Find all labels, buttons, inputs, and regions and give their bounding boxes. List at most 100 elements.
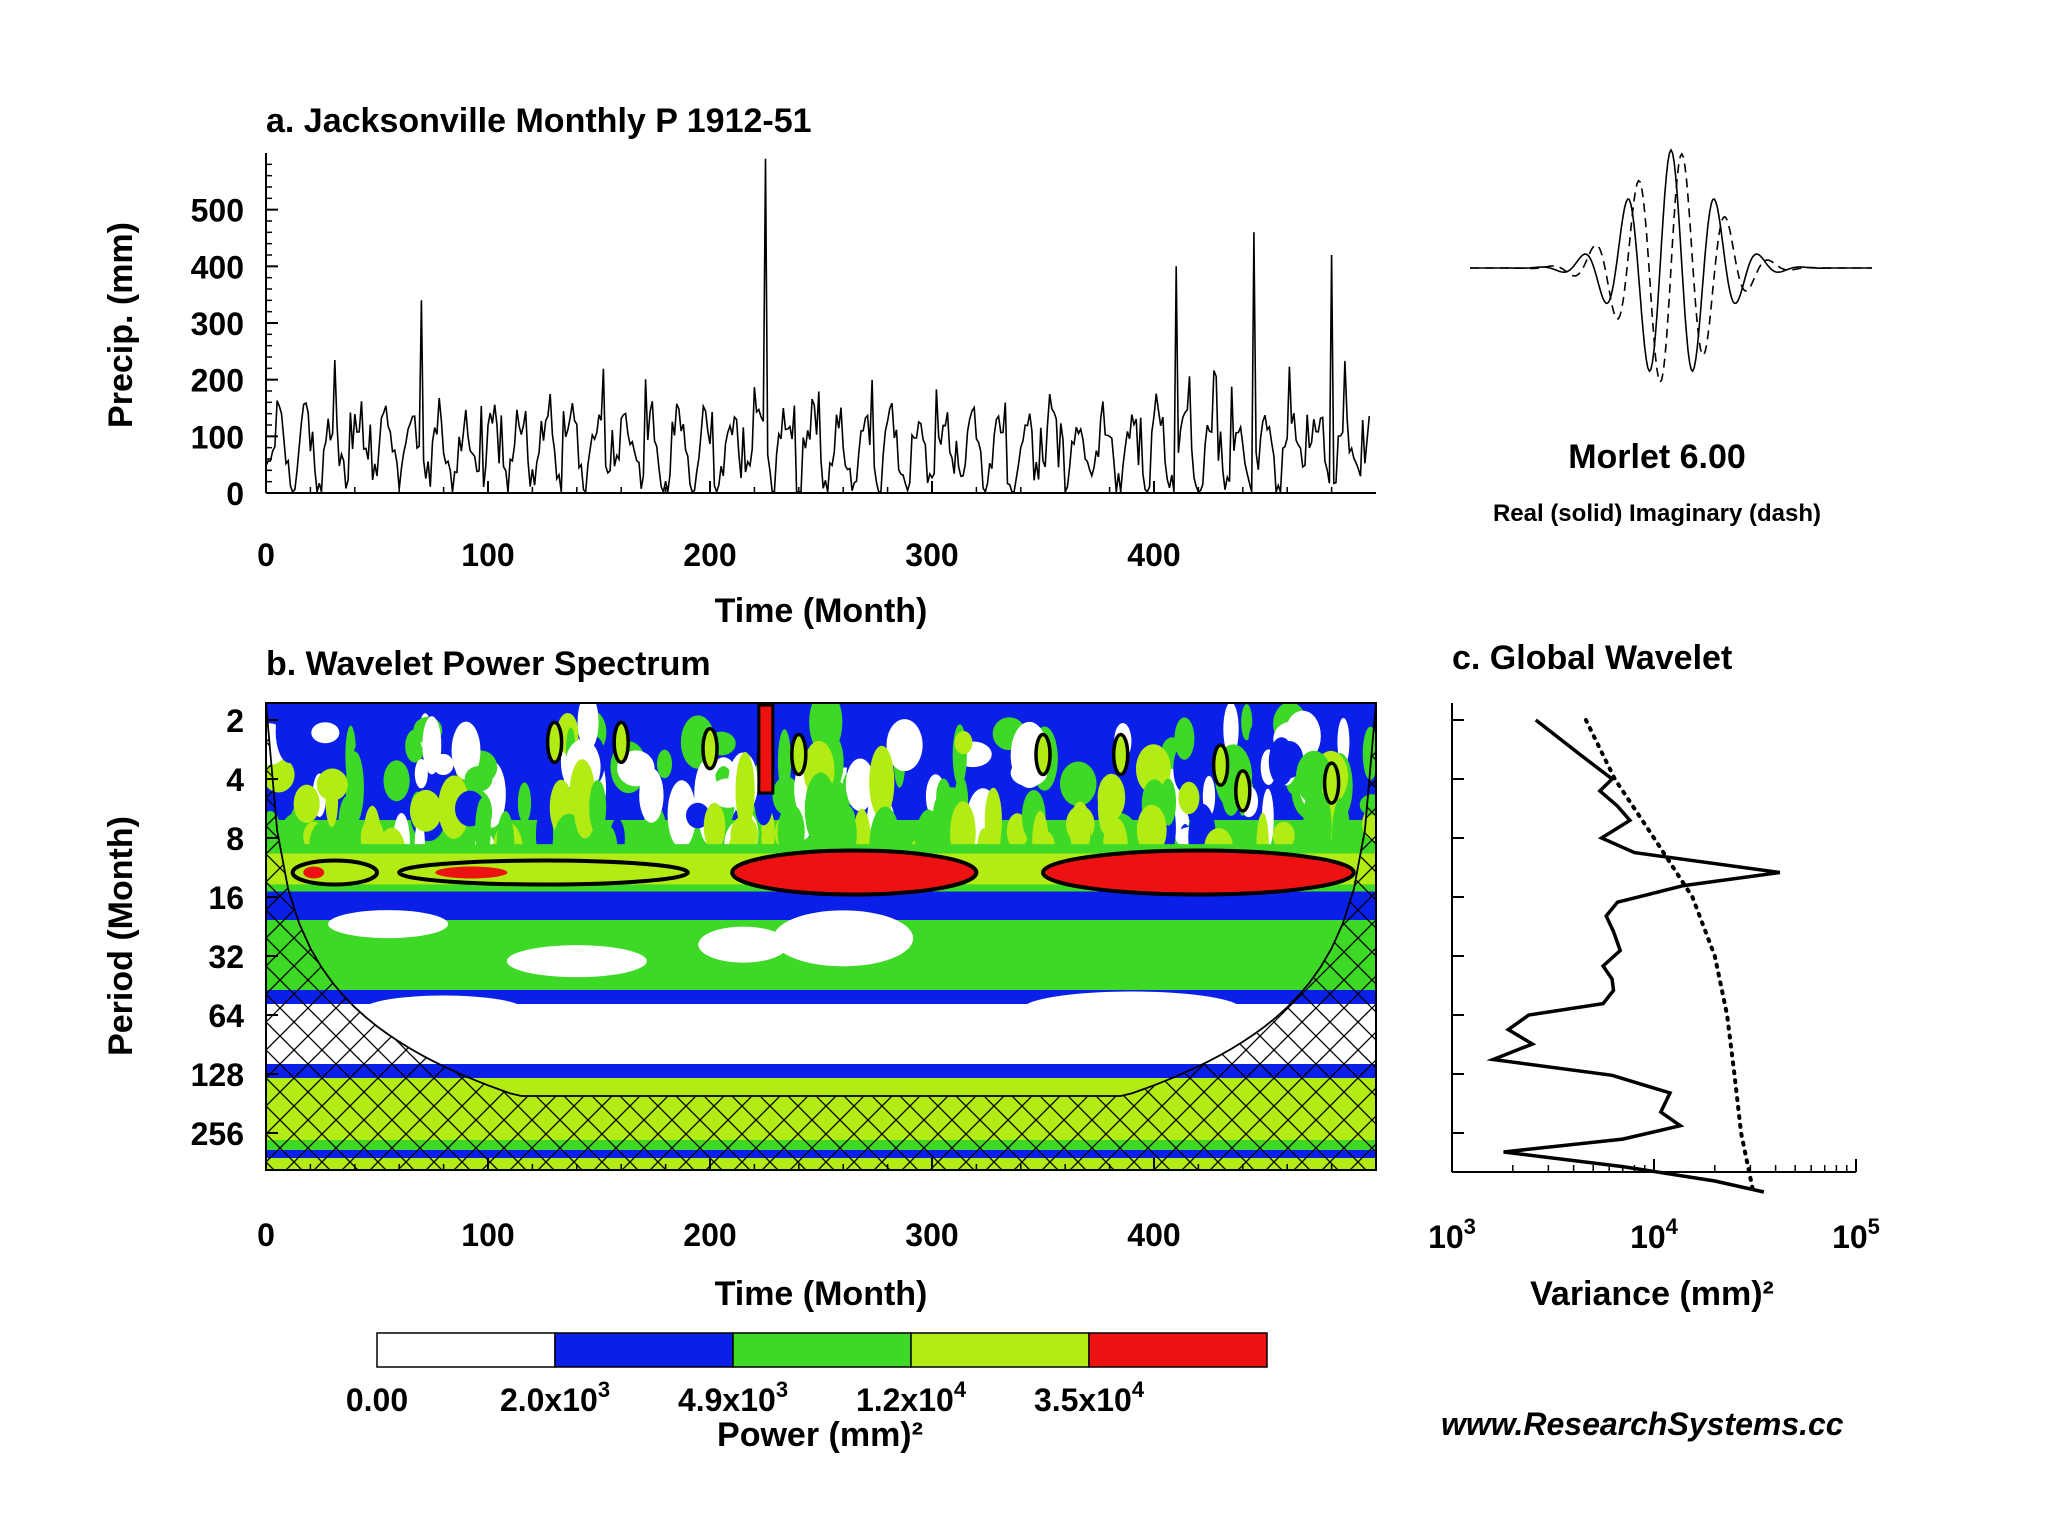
cone-of-influence-hatch — [266, 703, 1376, 1170]
global-x-tick-exp: 5 — [1868, 1214, 1880, 1239]
power-blob — [1197, 751, 1213, 779]
credit-text: www.ResearchSystems.cc — [1441, 1406, 1844, 1442]
colorbar-swatch — [732, 1332, 912, 1368]
wavelet-y-label: Period (Month) — [102, 816, 140, 1056]
significance-contour — [730, 848, 979, 897]
precip-y-tick-label: 300 — [191, 306, 244, 342]
power-blob — [735, 751, 755, 831]
precip-series-line — [265, 158, 1371, 495]
low-power-pocket — [698, 926, 789, 963]
precip-y-tick-label: 500 — [191, 193, 244, 229]
wavelet-x-tick-label: 400 — [1127, 1217, 1180, 1253]
power-blob — [869, 745, 895, 819]
low-power-pocket — [328, 910, 449, 939]
power-blob — [1069, 801, 1091, 858]
power-blob — [409, 789, 442, 832]
significance-contour — [397, 858, 690, 887]
power-blob — [383, 760, 410, 802]
wavelet-y-tick-label: 64 — [208, 998, 244, 1034]
power-blob — [1248, 722, 1266, 769]
significant-power-fill — [757, 703, 775, 795]
power-blob — [703, 802, 726, 851]
precip-x-tick-label: 100 — [461, 537, 514, 573]
global-x-label: Variance (mm)² — [1530, 1275, 1774, 1313]
wavelet-y-tick-label: 16 — [208, 880, 244, 916]
significant-power-fill — [732, 850, 977, 895]
global-x-tick-label: 104 — [1630, 1214, 1679, 1255]
power-blob — [1135, 744, 1171, 794]
power-blob — [464, 765, 493, 792]
power-blob — [275, 703, 304, 764]
global-wavelet-title: c. Global Wavelet — [1452, 639, 1732, 677]
power-blob — [1223, 703, 1239, 757]
significance-contour — [1034, 732, 1052, 777]
colorbar-exponent: 3 — [776, 1377, 788, 1402]
global-x-tick-exp: 3 — [1464, 1214, 1476, 1239]
power-blob — [1178, 781, 1200, 815]
precip-x-tick-label: 0 — [257, 537, 275, 573]
global-x-tick-label: 103 — [1428, 1214, 1476, 1255]
power-blob — [639, 768, 664, 823]
wavelet-y-tick-label: 256 — [191, 1116, 244, 1152]
global-significance-line — [1583, 718, 1756, 1194]
morlet-title: Morlet 6.00 — [1568, 438, 1746, 476]
significance-contour — [290, 858, 380, 887]
power-blob — [1097, 773, 1126, 821]
precip-x-tick-label: 300 — [905, 537, 958, 573]
power-blob — [1160, 778, 1177, 826]
significance-contour — [1322, 761, 1341, 805]
power-blob — [414, 758, 428, 789]
global-wavelet-panel: c. Global Wavelet 103 104 105 Variance (mm… — [1428, 639, 1880, 1313]
precip-y-tick-label: 0 — [226, 476, 244, 512]
colorbar-label: Power (mm)² — [717, 1416, 923, 1454]
wavelet-y-tick-label: 8 — [226, 821, 244, 857]
power-blob — [1059, 761, 1097, 807]
significance-contour — [1041, 848, 1356, 897]
morlet-inset: Morlet 6.00 Real (solid) Imaginary (dash… — [1470, 148, 1872, 527]
significant-power-fill — [1043, 850, 1354, 895]
precip-x-tick-label: 400 — [1127, 537, 1180, 573]
colorbar-tick-label: 2.0x103 — [500, 1377, 610, 1418]
morlet-real-line — [1470, 148, 1872, 373]
wavelet-y-tick-label: 32 — [208, 939, 244, 975]
power-blob — [845, 758, 875, 812]
precip-title: a. Jacksonville Monthly P 1912-51 — [266, 102, 812, 140]
power-colorbar: 0.00 2.0x103 4.9x103 1.2x104 3.5x104 Power (… — [346, 1332, 1268, 1454]
wavelet-power-panel: b. Wavelet Power Spectrum 0 100 200 300 400 … — [102, 645, 1377, 1313]
significance-contour — [1211, 743, 1230, 787]
power-blob — [850, 703, 875, 742]
colorbar-exponent: 4 — [954, 1377, 967, 1402]
colorbar-swatch — [910, 1332, 1090, 1368]
colorbar-tick-label: 3.5x104 — [1034, 1377, 1145, 1418]
morlet-subtitle: Real (solid) Imaginary (dash) — [1493, 500, 1821, 527]
global-wavelet-line — [1486, 718, 1781, 1194]
wavelet-x-label: Time (Month) — [715, 1275, 928, 1313]
global-x-tick-label: 105 — [1832, 1214, 1880, 1255]
significant-power-fill — [399, 860, 688, 885]
low-power-pocket — [506, 945, 647, 978]
colorbar-swatch — [554, 1332, 734, 1368]
low-power-pocket — [363, 995, 524, 1024]
colorbar-mantissa: 2.0x10 — [500, 1382, 598, 1418]
power-blob — [685, 802, 710, 829]
power-blob — [777, 729, 792, 794]
low-power-pocket — [773, 910, 914, 967]
wavelet-x-tick-label: 300 — [905, 1217, 958, 1253]
wavelet-y-tick-label: 2 — [226, 703, 244, 739]
colorbar-tick-label: 4.9x103 — [678, 1377, 788, 1418]
precip-y-tick-label: 200 — [191, 363, 244, 399]
power-blob — [615, 796, 644, 818]
power-blob — [451, 721, 481, 780]
precip-panel: a. Jacksonville Monthly P 1912-51 0 100 20… — [102, 102, 1376, 630]
power-blob — [517, 782, 532, 824]
power-blob — [657, 749, 673, 779]
global-x-tick-base: 10 — [1428, 1219, 1464, 1255]
power-blob — [886, 719, 923, 772]
colorbar-exponent: 3 — [598, 1377, 610, 1402]
precip-x-label: Time (Month) — [715, 592, 928, 630]
colorbar-mantissa: 1.2x10 — [856, 1382, 954, 1418]
wavelet-y-tick-label: 4 — [226, 762, 244, 798]
power-blob — [1241, 704, 1253, 741]
power-blob — [954, 730, 973, 755]
